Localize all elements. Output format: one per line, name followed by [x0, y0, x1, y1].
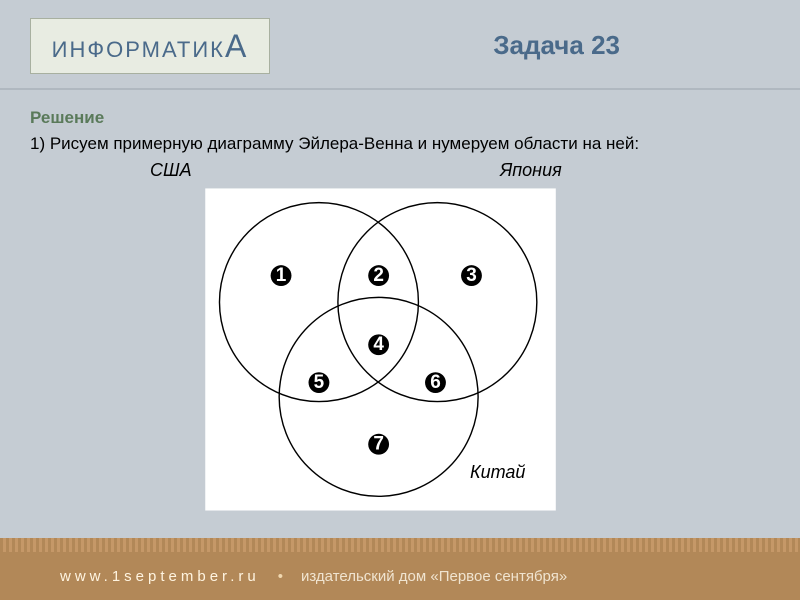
region-marker-6: 6 [425, 372, 446, 393]
footer-stripe [0, 538, 800, 552]
venn-diagram: США Япония Китай 1 2 3 4 5 6 7 [140, 160, 640, 520]
logo-block: ИНФОРМАТИКА [30, 18, 270, 74]
region-marker-7: 7 [368, 434, 389, 455]
svg-text:3: 3 [466, 265, 477, 286]
svg-text:5: 5 [314, 372, 325, 393]
logo-text: ИНФОРМАТИКА [52, 28, 249, 65]
footer-url: www.1september.ru [60, 568, 260, 585]
footer-separator: • [278, 568, 283, 585]
task-text: 1) Рисуем примерную диаграмму Эйлера-Вен… [30, 134, 770, 154]
svg-text:6: 6 [430, 372, 441, 393]
header: ИНФОРМАТИКА Задача 23 [0, 0, 800, 90]
region-marker-2: 2 [368, 265, 389, 286]
svg-text:1: 1 [276, 265, 287, 286]
logo-suffix: А [225, 28, 248, 64]
venn-svg: 1 2 3 4 5 6 7 [140, 160, 640, 520]
solution-label: Решение [30, 108, 770, 128]
page-title: Задача 23 [493, 30, 620, 61]
region-marker-5: 5 [309, 372, 330, 393]
svg-text:2: 2 [373, 265, 384, 286]
venn-label-china: Китай [470, 462, 525, 483]
region-marker-4: 4 [368, 334, 389, 355]
venn-label-japan: Япония [500, 160, 562, 181]
region-marker-1: 1 [271, 265, 292, 286]
footer-bar: www.1september.ru • издательский дом «Пе… [0, 552, 800, 600]
region-marker-3: 3 [461, 265, 482, 286]
svg-text:7: 7 [373, 434, 384, 455]
svg-text:4: 4 [373, 334, 384, 355]
footer: www.1september.ru • издательский дом «Пе… [0, 538, 800, 600]
logo-main: ИНФОРМАТИК [52, 37, 225, 62]
venn-label-usa: США [150, 160, 192, 181]
content: Решение 1) Рисуем примерную диаграмму Эй… [0, 90, 800, 538]
footer-publisher: издательский дом «Первое сентября» [301, 568, 567, 585]
